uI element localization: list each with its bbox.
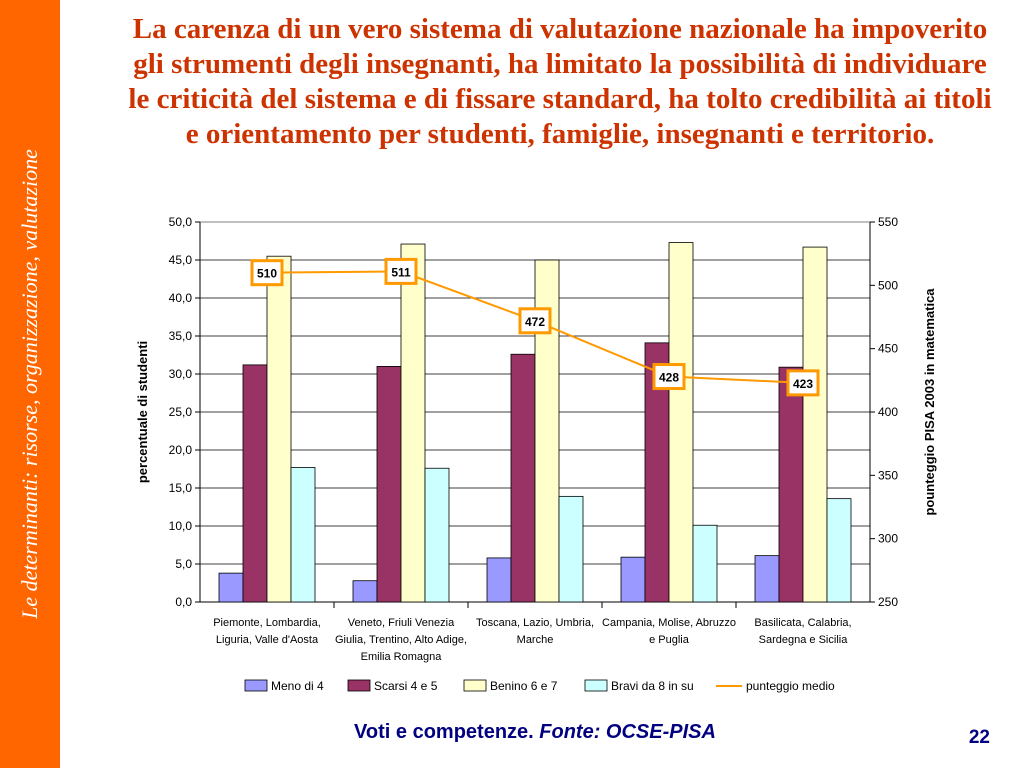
y-tick-label: 30,0 xyxy=(169,367,193,381)
footer-caption: Voti e competenze. xyxy=(354,721,534,743)
bar xyxy=(778,366,804,603)
y-tick-label: 35,0 xyxy=(169,329,193,343)
y2-tick-label: 300 xyxy=(878,532,898,546)
x-tick-label: Toscana, Lazio, Umbria, xyxy=(476,617,594,629)
y-tick-label: 5,0 xyxy=(175,557,192,571)
y2-tick-label: 400 xyxy=(878,405,898,419)
data-label-box xyxy=(384,257,418,285)
data-label-box xyxy=(518,307,552,335)
legend-swatch xyxy=(347,679,371,692)
y-tick-label: 40,0 xyxy=(169,291,193,305)
x-tick-label: Piemonte, Lombardia, xyxy=(213,617,321,629)
bar xyxy=(692,524,718,603)
footer: Voti e competenze. Fonte: OCSE-PISA xyxy=(200,721,870,744)
legend-label: Meno di 4 xyxy=(271,679,324,693)
y2-tick-label: 450 xyxy=(878,342,898,356)
bar xyxy=(754,555,780,603)
bar xyxy=(424,467,450,603)
y2-tick-label: 250 xyxy=(878,595,898,609)
y2-axis-label: pounteggio PISA 2003 in matematica xyxy=(922,288,937,516)
bar xyxy=(668,242,694,603)
data-label: 511 xyxy=(391,265,411,279)
y2-tick-label: 500 xyxy=(878,278,898,292)
y-tick-label: 25,0 xyxy=(169,405,193,419)
x-tick-label: Emilia Romagna xyxy=(361,651,443,663)
sidebar: Le determinanti: risorse, organizzazione… xyxy=(0,0,60,768)
y-tick-label: 0,0 xyxy=(175,595,192,609)
y-tick-label: 50,0 xyxy=(169,215,193,229)
data-label-box xyxy=(250,259,284,287)
data-label: 428 xyxy=(659,371,679,385)
page-number: 22 xyxy=(968,727,990,748)
bar xyxy=(620,556,646,603)
y2-tick-label: 550 xyxy=(878,215,898,229)
legend-swatch xyxy=(584,679,608,692)
x-tick-label: Basilicata, Calabria, xyxy=(754,617,851,629)
footer-source: Fonte: OCSE-PISA xyxy=(539,721,716,743)
legend-label: punteggio medio xyxy=(746,679,835,693)
data-label: 472 xyxy=(525,315,545,329)
bar xyxy=(290,467,316,603)
data-label: 423 xyxy=(793,377,813,391)
bar xyxy=(218,572,244,603)
bar xyxy=(558,495,584,603)
legend-swatch xyxy=(244,679,268,692)
bar xyxy=(826,498,852,603)
bar xyxy=(400,243,426,603)
x-tick-label: Sardegna e Sicilia xyxy=(759,634,849,646)
y-tick-label: 20,0 xyxy=(169,443,193,457)
y2-tick-label: 350 xyxy=(878,468,898,482)
x-tick-label: Campania, Molise, Abruzzo xyxy=(602,617,736,629)
legend-label: Benino 6 e 7 xyxy=(490,679,558,693)
bar xyxy=(486,557,512,603)
bar xyxy=(376,365,402,603)
x-tick-label: Veneto, Friuli Venezia xyxy=(348,617,455,629)
bar xyxy=(266,255,292,603)
data-label-box xyxy=(786,369,820,397)
slide-title: La carenza di un vero sistema di valutaz… xyxy=(128,13,992,150)
x-tick-label: e Puglia xyxy=(649,634,690,646)
y-tick-label: 45,0 xyxy=(169,253,193,267)
y-axis-label: percentuale di studenti xyxy=(135,341,150,483)
x-tick-label: Giulia, Trentino, Alto Adige, xyxy=(335,634,467,646)
data-label: 510 xyxy=(257,267,277,281)
data-label-box xyxy=(652,363,686,391)
legend-swatch xyxy=(463,679,487,692)
x-tick-label: Liguria, Valle d'Aosta xyxy=(216,634,319,646)
bar xyxy=(242,364,268,603)
y-tick-label: 15,0 xyxy=(169,481,193,495)
bar xyxy=(352,580,378,603)
bar xyxy=(802,246,828,603)
legend-label: Scarsi 4 e 5 xyxy=(374,679,438,693)
y-tick-label: 10,0 xyxy=(169,519,193,533)
x-tick-label: Marche xyxy=(517,634,554,646)
bar xyxy=(510,353,536,603)
legend-label: Bravi da 8 in su xyxy=(611,679,694,693)
